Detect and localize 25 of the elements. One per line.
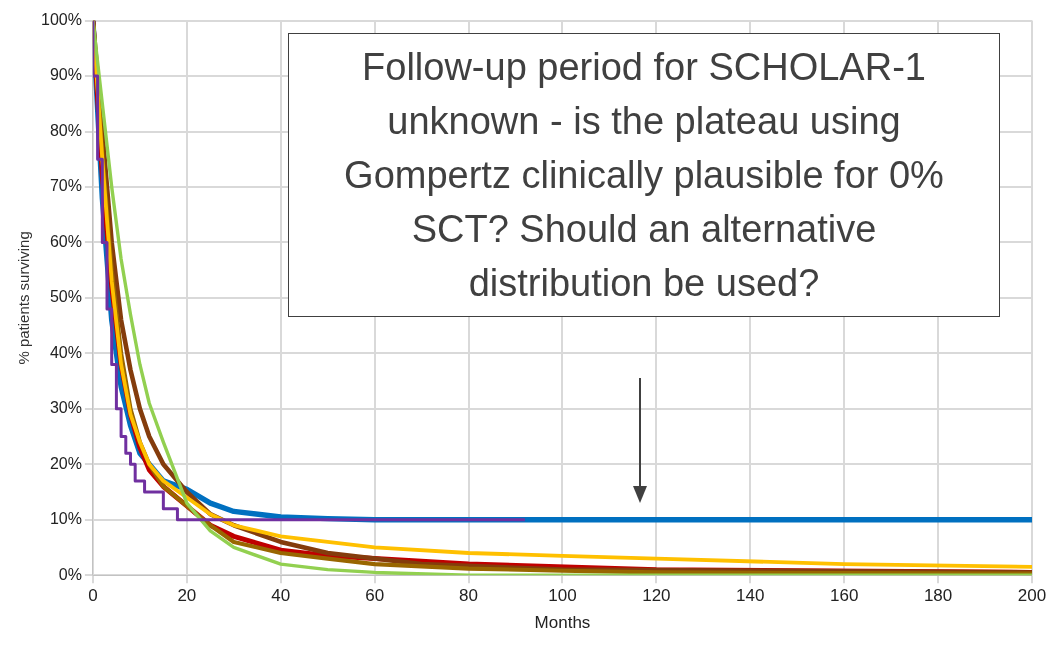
y-tick-label: 100% [41, 11, 82, 29]
x-tick-label: 160 [830, 586, 859, 606]
y-tick-label: 50% [49, 288, 82, 306]
x-tick-label: 120 [642, 586, 671, 606]
x-axis-title: Months [534, 613, 591, 633]
y-tick-label: 70% [49, 177, 82, 195]
x-tick-label: 80 [459, 586, 479, 606]
x-tick-label: 40 [271, 586, 291, 606]
x-tick-label: 0 [88, 586, 98, 606]
y-tick-label: 60% [49, 232, 82, 250]
x-tick-label: 180 [923, 586, 953, 606]
y-tick-label: 0% [58, 565, 82, 583]
y-tick-label: 20% [49, 454, 82, 472]
x-tick-label: 60 [365, 586, 385, 606]
y-axis-title: % patients surviving [15, 231, 33, 365]
x-tick-label: 20 [177, 586, 197, 606]
x-tick-label: 140 [736, 586, 765, 606]
y-tick-label: 30% [49, 399, 82, 417]
annotation: Follow-up period for SCHOLAR-1 unknown - is the plateau using Gompertz clinically plausible for 0% SCT? Should an alternative distribution be used? [288, 33, 1000, 317]
y-tick-label: 40% [49, 343, 82, 361]
y-tick-label: 90% [49, 66, 82, 84]
y-tick-label: 10% [49, 510, 82, 528]
x-tick-label: 100 [548, 586, 577, 606]
y-tick-label: 80% [49, 121, 82, 139]
x-tick-label: 200 [1017, 586, 1047, 606]
